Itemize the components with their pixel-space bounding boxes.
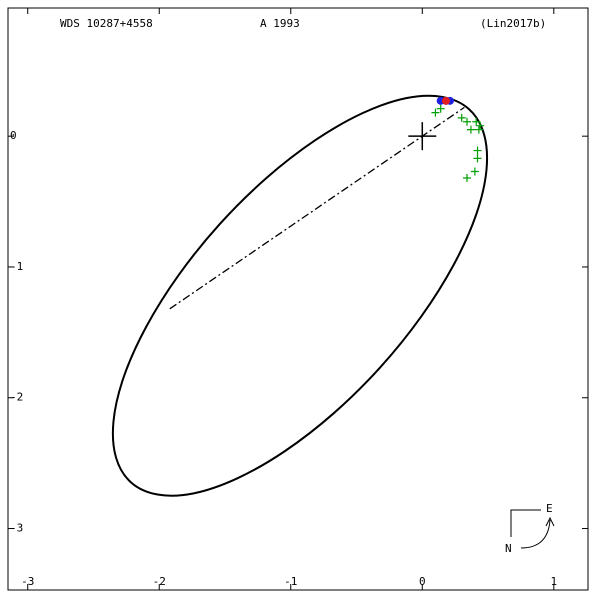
compass-arrows xyxy=(510,509,541,537)
observation xyxy=(470,167,479,176)
compass-east: E xyxy=(546,502,553,515)
x-tick-label: 0 xyxy=(419,575,426,588)
observation xyxy=(476,121,485,130)
observation xyxy=(473,146,482,155)
chart-subtitle: A 1993 xyxy=(260,17,300,30)
observation xyxy=(463,117,472,126)
y-tick-label: -3 xyxy=(10,522,23,535)
chart-title: WDS 10287+4558 xyxy=(60,17,153,30)
y-tick-label: -2 xyxy=(10,391,23,404)
compass-north: N xyxy=(505,542,512,555)
observation xyxy=(463,174,472,183)
orbit xyxy=(111,94,489,497)
compass-rotation xyxy=(520,516,555,549)
observation xyxy=(473,154,482,163)
observation xyxy=(457,113,466,122)
x-tick-label: -1 xyxy=(284,575,297,588)
line-of-nodes xyxy=(169,106,465,310)
primary-star xyxy=(408,122,437,151)
compass: E N xyxy=(505,502,555,555)
x-tick-label: 1 xyxy=(550,575,557,588)
x-tick-label: -2 xyxy=(153,575,166,588)
observation xyxy=(436,104,445,113)
reference: (Lin2017b) xyxy=(480,17,546,30)
observation xyxy=(431,108,440,117)
x-tick-label: -3 xyxy=(21,575,34,588)
y-tick-label: -1 xyxy=(10,260,23,273)
observation xyxy=(472,117,481,126)
plot-frame xyxy=(7,7,589,591)
observation xyxy=(474,125,483,134)
y-tick-label: 0 xyxy=(10,129,17,142)
observation xyxy=(441,96,450,105)
observation xyxy=(466,125,475,134)
